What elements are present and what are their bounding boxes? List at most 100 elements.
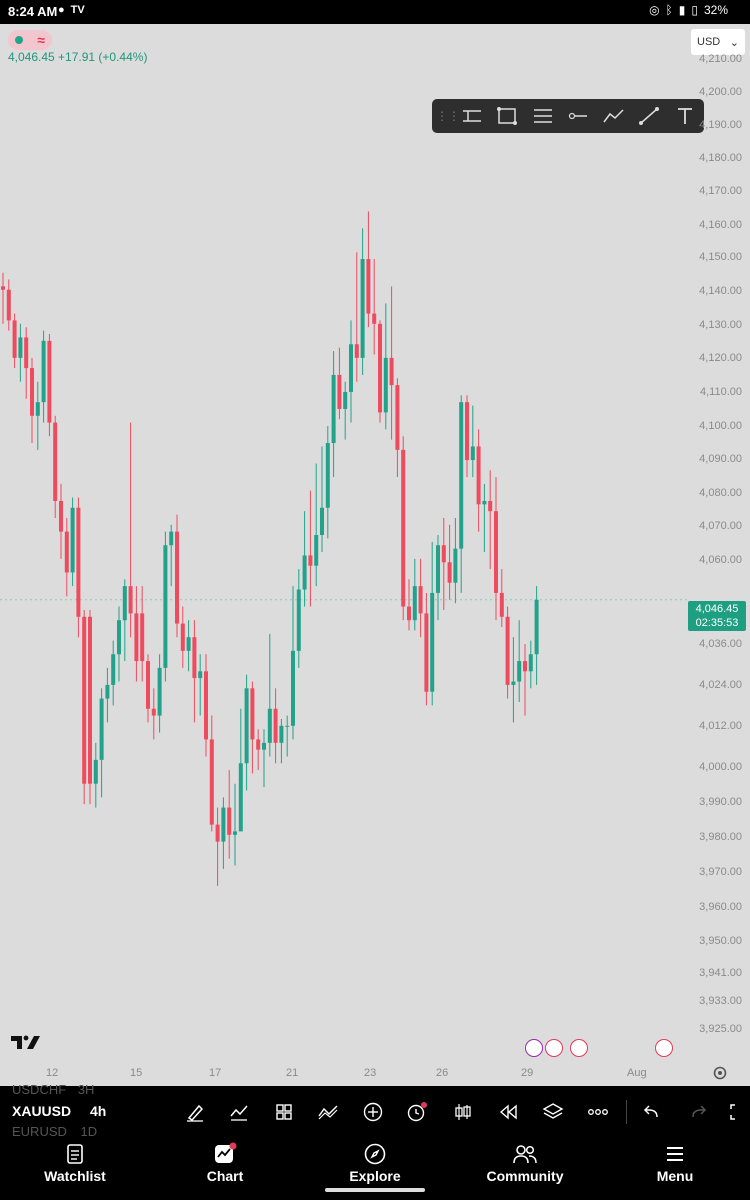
candle-body[interactable] [100, 699, 104, 760]
candle-body[interactable] [407, 607, 411, 621]
candle-body[interactable] [355, 344, 359, 358]
candle-body[interactable] [105, 685, 109, 699]
price-range-icon[interactable] [525, 99, 561, 133]
timeframe-selector[interactable]: 4h [90, 1103, 106, 1119]
candle-body[interactable] [239, 763, 243, 831]
symbol-prev[interactable]: USDCHF 3H [12, 1082, 94, 1097]
rectangle-icon[interactable] [490, 99, 526, 133]
bar-style-icon[interactable] [451, 1100, 475, 1124]
candle-body[interactable] [36, 402, 40, 416]
nav-explore[interactable]: Explore [315, 1142, 435, 1184]
text-icon[interactable] [667, 99, 703, 133]
candle-body[interactable] [47, 341, 51, 423]
flash-event-icon[interactable] [525, 1039, 543, 1057]
us-flag-icon[interactable] [655, 1039, 673, 1057]
candle-body[interactable] [361, 259, 365, 358]
candle-body[interactable] [24, 337, 28, 368]
drawing-tools-icon[interactable] [183, 1100, 207, 1124]
nav-community[interactable]: Community [465, 1142, 585, 1184]
candle-body[interactable] [192, 637, 196, 678]
candle-body[interactable] [268, 709, 272, 743]
symbol-status-badge[interactable]: ≈ [8, 30, 52, 50]
candle-body[interactable] [419, 586, 423, 613]
candle-body[interactable] [424, 613, 428, 691]
candle-body[interactable] [198, 671, 202, 678]
candle-body[interactable] [134, 613, 138, 661]
candle-body[interactable] [285, 726, 289, 727]
symbol-next[interactable]: EURUSD 1D [12, 1124, 97, 1139]
candle-body[interactable] [390, 358, 394, 385]
candle-body[interactable] [117, 620, 121, 654]
candle-body[interactable] [256, 739, 260, 749]
candle-body[interactable] [82, 617, 86, 784]
candle-body[interactable] [337, 375, 341, 409]
candle-body[interactable] [320, 508, 324, 535]
candle-body[interactable] [395, 385, 399, 450]
nav-chart[interactable]: Chart [165, 1142, 285, 1184]
us-flag-icon[interactable] [545, 1039, 563, 1057]
nav-watchlist[interactable]: Watchlist [15, 1142, 135, 1184]
candle-body[interactable] [303, 555, 307, 589]
candle-body[interactable] [401, 450, 405, 607]
candle-body[interactable] [210, 739, 214, 824]
candle-body[interactable] [169, 532, 173, 546]
us-flag-icon[interactable] [570, 1039, 588, 1057]
candle-body[interactable] [140, 613, 144, 661]
candle-body[interactable] [111, 654, 115, 685]
candle-body[interactable] [366, 259, 370, 314]
fullscreen-icon[interactable] [726, 1100, 750, 1124]
candle-body[interactable] [500, 593, 504, 617]
candle-body[interactable] [384, 358, 388, 413]
candle-body[interactable] [529, 654, 533, 671]
candle-body[interactable] [349, 344, 353, 392]
candle-body[interactable] [88, 617, 92, 784]
candle-body[interactable] [204, 671, 208, 739]
add-icon[interactable] [361, 1100, 385, 1124]
candle-body[interactable] [459, 402, 463, 548]
candle-body[interactable] [152, 709, 156, 716]
candle-body[interactable] [262, 743, 266, 750]
candle-body[interactable] [163, 545, 167, 668]
redo-icon[interactable] [686, 1100, 710, 1124]
candle-body[interactable] [332, 375, 336, 443]
indicators-icon[interactable] [227, 1100, 251, 1124]
horizontal-ray-icon[interactable] [454, 99, 490, 133]
trend-line-icon[interactable] [632, 99, 668, 133]
candle-body[interactable] [413, 586, 417, 620]
candle-body[interactable] [175, 532, 179, 624]
candle-body[interactable] [477, 446, 481, 504]
more-icon[interactable] [586, 1100, 610, 1124]
candle-body[interactable] [279, 726, 283, 743]
candle-body[interactable] [42, 341, 46, 402]
layers-icon[interactable] [541, 1100, 565, 1124]
candle-body[interactable] [274, 709, 278, 743]
candle-body[interactable] [18, 337, 22, 357]
candle-body[interactable] [465, 402, 469, 460]
candle-body[interactable] [53, 423, 57, 501]
candle-body[interactable] [517, 661, 521, 681]
candle-body[interactable] [71, 508, 75, 573]
path-icon[interactable] [596, 99, 632, 133]
candle-body[interactable] [488, 501, 492, 511]
chart-area[interactable]: ≈ 4,046.45 +17.91 (+0.44%) USD ⌄ ⋮⋮ 4,21… [0, 24, 750, 1086]
candle-body[interactable] [65, 532, 69, 573]
candle-body[interactable] [123, 586, 127, 620]
candle-body[interactable] [453, 549, 457, 583]
undo-icon[interactable] [640, 1100, 664, 1124]
candle-body[interactable] [511, 682, 515, 685]
candle-body[interactable] [494, 511, 498, 593]
candle-body[interactable] [471, 446, 475, 460]
candle-body[interactable] [291, 651, 295, 726]
candle-body[interactable] [308, 555, 312, 565]
drawing-toolbar[interactable]: ⋮⋮ [432, 99, 704, 133]
drag-handle-icon[interactable]: ⋮⋮ [436, 109, 454, 123]
candle-body[interactable] [146, 661, 150, 709]
compare-icon[interactable] [316, 1100, 340, 1124]
candle-body[interactable] [442, 545, 446, 562]
candle-body[interactable] [7, 290, 11, 321]
replay-icon[interactable] [496, 1100, 520, 1124]
home-indicator[interactable] [325, 1188, 425, 1192]
candle-body[interactable] [482, 501, 486, 504]
candle-body[interactable] [233, 831, 237, 834]
candle-body[interactable] [523, 661, 527, 671]
